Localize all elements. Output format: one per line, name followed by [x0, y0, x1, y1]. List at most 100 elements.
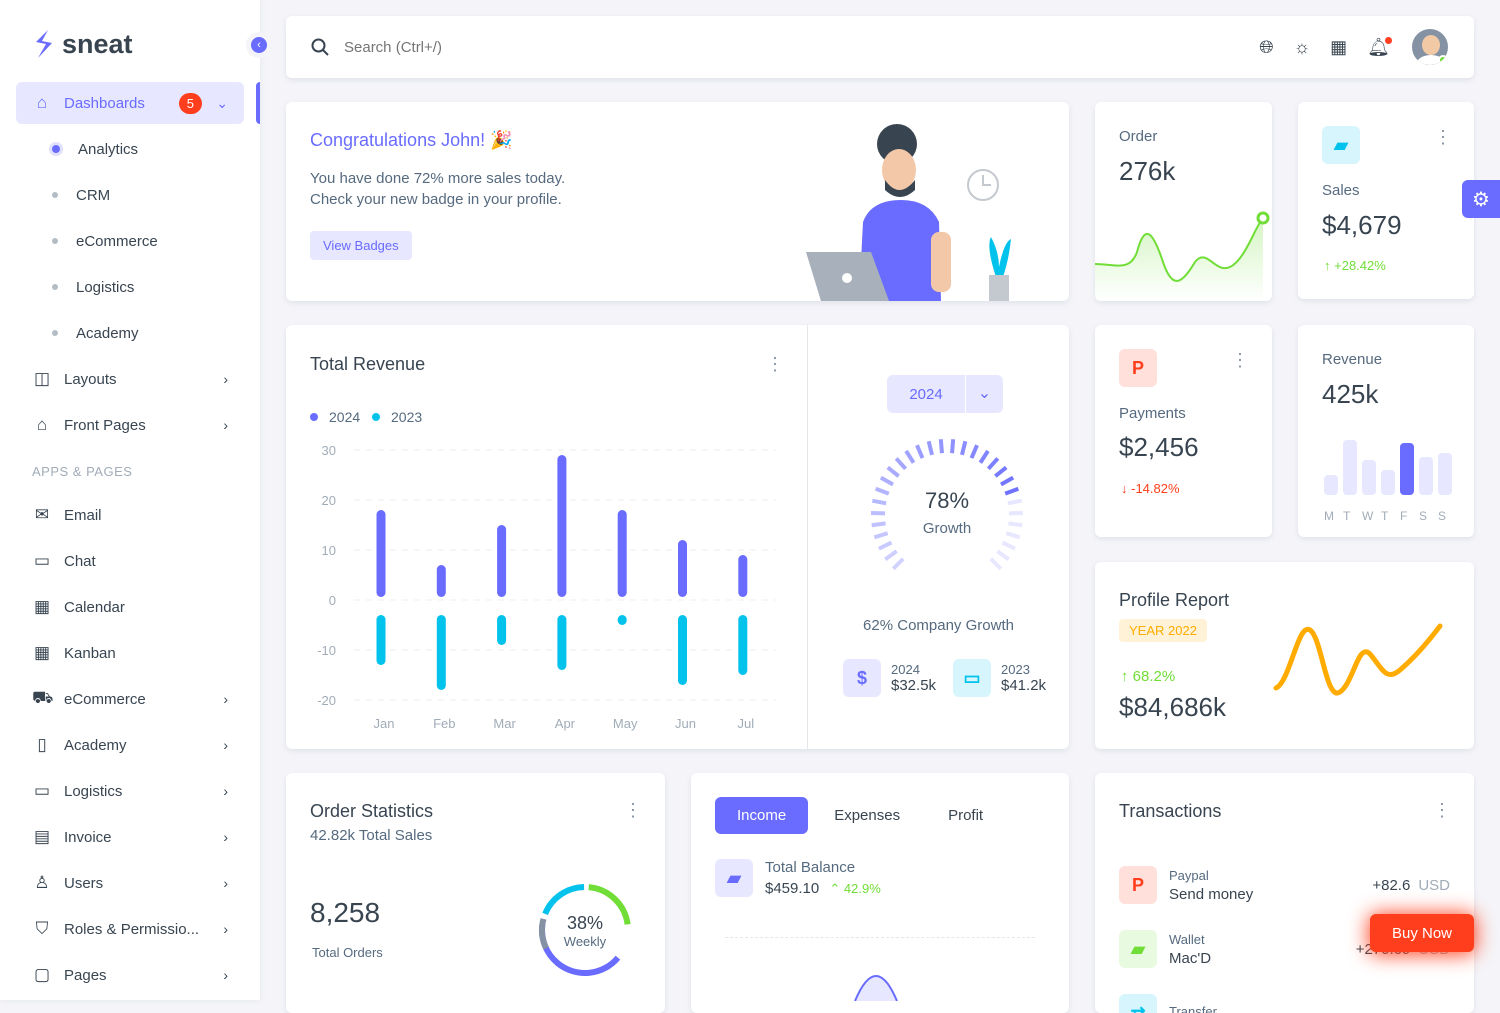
- more-options-icon[interactable]: ⋮: [1434, 128, 1452, 146]
- avatar[interactable]: [1410, 27, 1450, 67]
- search-input[interactable]: [344, 35, 644, 59]
- arrow-up-icon: ↑: [1121, 668, 1133, 685]
- brand-logo[interactable]: sneat: [32, 28, 133, 60]
- sidebar-item-ecommerce[interactable]: eCommerce: [16, 220, 244, 262]
- sidebar-item-analytics[interactable]: Analytics: [16, 128, 244, 170]
- view-badges-button[interactable]: View Badges: [310, 231, 412, 260]
- label: Roles & Permissio...: [64, 921, 199, 938]
- sidebar-item-roles-permissio-[interactable]: ⛉ Roles & Permissio... ›: [16, 908, 244, 950]
- more-options-icon[interactable]: ⋮: [1433, 801, 1451, 819]
- profile-sparkline: [1270, 612, 1450, 702]
- x-tick-label: Jun: [675, 716, 696, 731]
- tab-profit[interactable]: Profit: [926, 797, 1005, 834]
- congrats-card: Congratulations John! 🎉 You have done 72…: [286, 102, 1069, 301]
- sidebar-item-logistics[interactable]: Logistics: [16, 266, 244, 308]
- transaction-type: Paypal: [1169, 868, 1372, 883]
- sidebar-item-front-pages[interactable]: ⌂Front Pages›: [16, 404, 244, 446]
- sidebar-item-layouts[interactable]: ◫Layouts›: [16, 358, 244, 400]
- bar-2023-May: [618, 615, 627, 625]
- legend-label: 2024: [329, 409, 360, 425]
- label: Academy: [76, 325, 139, 342]
- bar-2023-Jan: [377, 615, 386, 665]
- bullet-icon: [52, 238, 58, 244]
- y-tick-label: 20: [322, 493, 336, 508]
- growth-label: Growth: [857, 520, 1037, 537]
- section-header: APPS & PAGES: [16, 452, 244, 490]
- tab-income[interactable]: Income: [715, 797, 808, 834]
- sidebar-item-users[interactable]: ♙Users›: [16, 862, 244, 904]
- sidebar-item-logistics[interactable]: ▭Logistics›: [16, 770, 244, 812]
- year-select[interactable]: 2024⌄: [887, 375, 1003, 413]
- bell-icon[interactable]: 🔔︎: [1367, 37, 1390, 58]
- bar-2023-Apr: [557, 615, 566, 670]
- gauge-tick: [929, 441, 932, 455]
- bar-2024-Mar: [497, 525, 506, 597]
- buy-now-button[interactable]: Buy Now: [1370, 914, 1474, 952]
- settings-gear-button[interactable]: ⚙: [1462, 180, 1500, 218]
- layout-icon: ◫: [32, 369, 52, 389]
- day-label: T: [1343, 509, 1362, 523]
- cart-icon: ⛟: [32, 688, 52, 710]
- gauge-tick: [896, 458, 905, 468]
- transaction-currency: USD: [1418, 877, 1450, 894]
- revenue-value: 425k: [1322, 379, 1378, 410]
- sidebar-item-academy[interactable]: Academy: [16, 312, 244, 354]
- sidebar-item-invoice[interactable]: ▤Invoice›: [16, 816, 244, 858]
- more-options-icon[interactable]: ⋮: [1231, 351, 1249, 369]
- shield-icon: ⛉: [32, 919, 52, 939]
- total-balance-label: Total Balance: [765, 859, 881, 876]
- order-label: Order: [1119, 128, 1157, 145]
- sidebar-item-crm[interactable]: CRM: [16, 174, 244, 216]
- sun-icon[interactable]: ☼: [1294, 37, 1311, 58]
- transaction-type: Wallet: [1169, 932, 1356, 947]
- bar-2024-Jun: [678, 540, 687, 597]
- congrats-title: Congratulations John! 🎉: [310, 130, 513, 151]
- sidebar-item-calendar[interactable]: ▦Calendar: [16, 586, 244, 628]
- sidebar-item-chat[interactable]: ▭Chat: [16, 540, 244, 582]
- congrats-text: You have done 72% more sales today.: [310, 168, 565, 189]
- gauge-tick: [881, 478, 893, 485]
- search-icon: [310, 37, 330, 57]
- income-line-chart: [851, 971, 901, 1001]
- payments-change: -14.82%: [1131, 481, 1179, 496]
- arrow-up-icon: ↑: [1324, 258, 1334, 273]
- sidebar-item-email[interactable]: ✉Email: [16, 494, 244, 536]
- sidebar-item-ecommerce[interactable]: ⛟eCommerce›: [16, 678, 244, 720]
- legend-marker: [372, 413, 380, 421]
- bullet-icon: [52, 192, 58, 198]
- label: Calendar: [64, 599, 125, 616]
- globe-icon[interactable]: 🌐︎: [1259, 37, 1273, 58]
- chevron-right-icon: ›: [223, 921, 228, 937]
- day-label: T: [1381, 509, 1400, 523]
- sidebar-item-academy[interactable]: ▯Academy›: [16, 724, 244, 766]
- man-with-laptop-illustration: [801, 122, 1031, 301]
- collapse-sidebar-button[interactable]: ‹: [246, 32, 272, 58]
- gauge-tick: [991, 559, 1001, 569]
- bullet-icon: [52, 330, 58, 336]
- sneat-logo-icon: [32, 28, 54, 60]
- mini-bar: [1381, 470, 1395, 495]
- more-options-icon[interactable]: ⋮: [624, 801, 642, 819]
- year-badge: YEAR 2022: [1119, 619, 1207, 642]
- chevron-right-icon: ›: [223, 417, 228, 433]
- label: Logistics: [64, 783, 122, 800]
- gauge-tick: [885, 551, 896, 559]
- bus-icon: ▭: [32, 781, 52, 801]
- bar-2023-Feb: [437, 615, 446, 690]
- chevron-right-icon: ›: [223, 829, 228, 845]
- more-options-icon[interactable]: ⋮: [766, 355, 784, 373]
- sidebar-item-kanban[interactable]: ▦Kanban: [16, 632, 244, 674]
- wallet-icon: ▭: [953, 659, 991, 697]
- sidebar-item-pages[interactable]: ▢Pages›: [16, 954, 244, 996]
- chevron-down-icon: ⌄: [216, 95, 228, 112]
- label: Pages: [64, 967, 107, 984]
- tab-expenses[interactable]: Expenses: [812, 797, 922, 834]
- count-badge: 5: [179, 93, 202, 114]
- sales-value: $4,679: [1322, 210, 1402, 241]
- divider: [807, 325, 808, 749]
- apps-grid-icon[interactable]: ▦: [1330, 37, 1347, 58]
